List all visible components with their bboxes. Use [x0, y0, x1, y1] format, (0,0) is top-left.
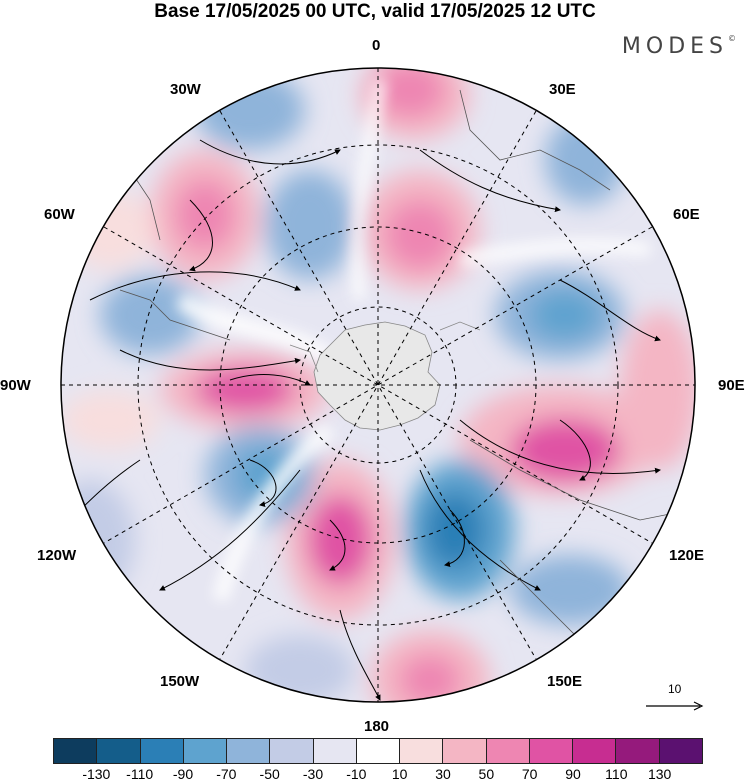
- colorbar-tick-label: 10: [391, 766, 408, 782]
- label-lon-30e: 30E: [549, 81, 576, 98]
- label-lon-90w: 90W: [0, 377, 31, 394]
- colorbar-cell: [528, 739, 573, 763]
- label-lon-180: 180: [364, 718, 390, 735]
- modes-logo: MODES©: [621, 34, 736, 59]
- colorbar-cell: [442, 739, 486, 763]
- colorbar-tick-label: 130: [647, 766, 672, 782]
- graticule: [61, 68, 695, 702]
- colorbar-cell: [312, 739, 356, 763]
- colorbar-cell: [182, 739, 227, 763]
- colorbar-tick-label: 70: [521, 766, 538, 782]
- colorbar-tick-label: -70: [216, 766, 237, 782]
- label-lon-60e: 60E: [673, 206, 700, 223]
- map-boundary: [60, 67, 696, 703]
- colorbar-tick-label: -110: [126, 766, 154, 782]
- colorbar-tick-label: -30: [302, 766, 324, 782]
- colorbar-cell: [96, 739, 140, 763]
- colorbar-cell: [139, 739, 183, 763]
- antarctica-landmass: [313, 321, 441, 431]
- label-lon-120w: 120W: [37, 547, 77, 564]
- colorbar-tick-label: 90: [565, 766, 581, 782]
- colorbar-cell: [355, 739, 400, 763]
- label-lon-60w: 60W: [44, 206, 75, 223]
- colorbar-cell: [54, 739, 97, 763]
- colorbar-cell: [485, 739, 529, 763]
- colorbar-cell: [615, 739, 659, 763]
- wind-streamlines: [69, 139, 661, 701]
- coastlines: [119, 89, 691, 681]
- zero-band: [174, 79, 651, 602]
- colorbar-tick-label: -50: [259, 766, 280, 782]
- colorbar-tick-label: -90: [172, 766, 194, 782]
- reference-vector-label: 10: [668, 682, 682, 696]
- label-lon-120e: 120E: [669, 547, 705, 564]
- colorbar-tick-label: 30: [435, 766, 451, 782]
- colorbar-cell: [658, 739, 702, 763]
- colorbar-cell: [269, 739, 313, 763]
- label-lon-150w: 150W: [160, 673, 200, 690]
- colorbar-tick-label: -10: [346, 766, 367, 782]
- colorbar-tick-label: 50: [478, 766, 495, 782]
- map-title: Base 17/05/2025 00 UTC, valid 17/05/2025…: [154, 1, 596, 22]
- colorbar-tick-label: -130: [82, 766, 111, 782]
- label-lon-90e: 90E: [718, 377, 745, 394]
- colorbar: [53, 738, 703, 764]
- reference-vector: 10: [644, 682, 704, 712]
- label-lon-0: 0: [372, 37, 381, 54]
- colorbar-cell: [399, 739, 443, 763]
- colorbar-ticks: -130 -110 -90 -70 -50 -30 -10 10 30 50 70 90 110 130: [53, 766, 703, 783]
- colorbar-cell: [572, 739, 616, 763]
- colorbar-cell: [226, 739, 270, 763]
- colorbar-tick-label: 110: [605, 766, 628, 782]
- label-lon-150e: 150E: [547, 673, 583, 690]
- reference-vector-arrow: [646, 701, 704, 711]
- label-lon-30w: 30W: [170, 81, 201, 98]
